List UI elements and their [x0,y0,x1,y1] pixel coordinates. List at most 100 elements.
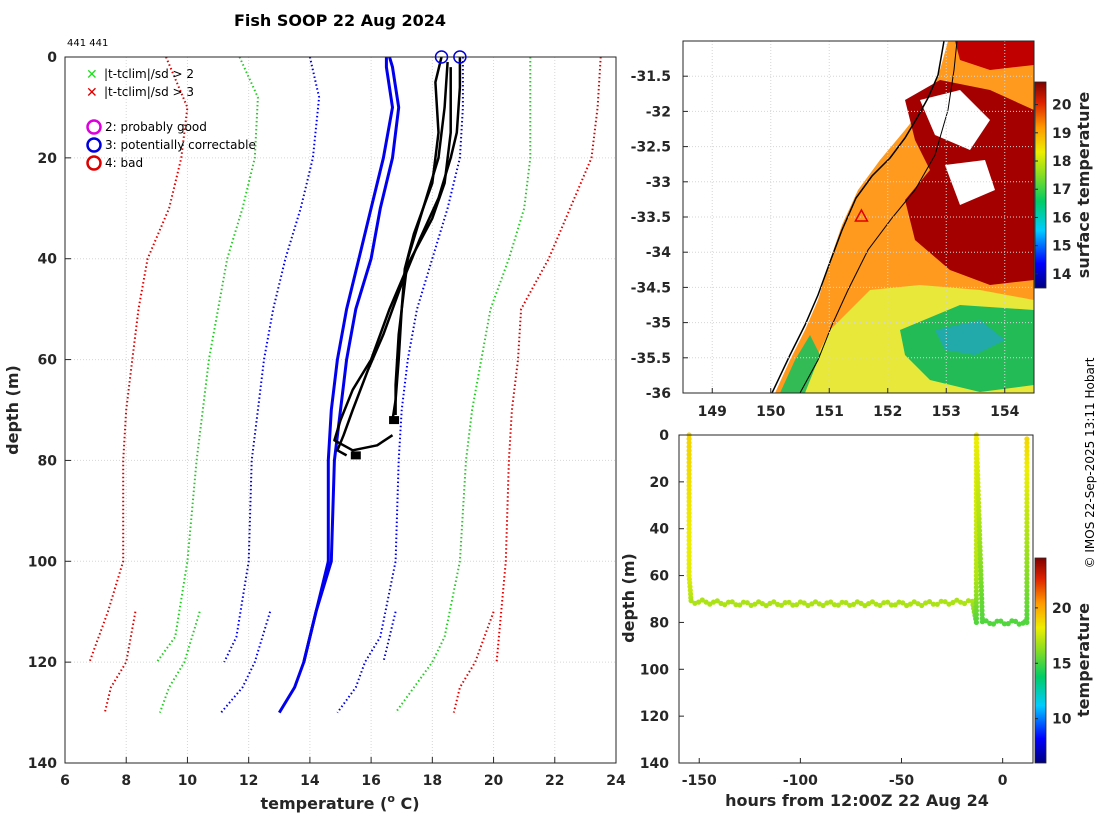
td-data-point [686,463,692,469]
td-data-point [976,500,982,506]
td-data-point [976,520,982,526]
td-data-point [686,526,692,532]
map-ytick-label: -32.5 [631,140,671,156]
td-data-point [1005,621,1011,627]
td-data-point [831,602,838,608]
td-data-point [790,602,796,608]
td-data-point [686,506,692,512]
td-data-point [737,602,743,608]
td-data-point [686,561,692,567]
td-data-point [1012,618,1019,625]
shelf-contour [799,41,958,393]
map-colorbar [1034,81,1047,289]
td-data-point [778,602,785,608]
profile-series [88,57,602,714]
td-data-point [801,600,807,606]
map-colorbar-tick-label: 16 [1052,210,1071,226]
map-ytick-label: -33 [646,175,671,191]
td-data-point [923,600,929,606]
profile-xtick-label: 20 [484,773,504,789]
td-data-point [973,436,980,442]
td-colorbar-tick-label: 20 [1052,601,1072,617]
profile-ticks: 6 8 10 12 14 16 18 20 22 24 0 20 40 60 80 100 120 140 [28,50,626,789]
td-data-point [998,618,1004,624]
legend-label-bad: 4: bad [105,156,143,170]
td-data-point [771,599,777,605]
td-data-point [973,615,980,622]
td-data-point [978,576,984,582]
map-ytick-label: -34.5 [631,280,671,296]
sst-cool-core [935,320,1005,355]
td-data-point [977,544,983,550]
td-data-point [974,440,980,446]
map-ytick-label: -36 [646,386,671,402]
td-data-point [1024,611,1030,618]
profile-xtick-label: 24 [606,773,626,789]
legend-label-probably-good: 2: probably good [105,120,207,134]
td-xtick-label: -50 [889,773,915,789]
td-ytick-label: 100 [640,662,669,678]
td-data-point [686,487,692,493]
map-xtick-label: 151 [815,404,844,420]
td-data-point [1024,536,1030,542]
td-data-point [839,599,845,605]
legend-circle-magenta-icon [86,119,102,135]
profile-series-line [452,611,495,713]
time-depth-xlabel: hours from 12:00Z 22 Aug 24 [725,791,989,810]
map-ytick-label: -35.5 [631,351,671,367]
legend-label-correctable: 3: potentially correctable [105,138,256,152]
profile-series-line [88,57,189,663]
td-data-point [1024,595,1030,602]
td-data-point [976,512,982,518]
td-data-point [686,565,692,571]
td-data-point [976,508,982,514]
td-data-point [1001,621,1008,627]
td-data-point [740,599,747,605]
td-data-point [686,475,692,481]
td-ytick-label: 0 [659,428,669,444]
td-data-point [686,545,692,551]
td-data-point [820,602,826,609]
td-data-point [978,564,984,570]
td-data-point [973,580,980,587]
profile-bottom-marker [389,416,400,425]
profile-series-line [223,57,321,663]
profile-xtick-label: 18 [423,773,442,789]
profile-series-line [336,57,462,457]
map-ytick-label: -31.5 [631,69,671,85]
td-data-point [974,444,980,450]
profile-series-line [495,57,602,663]
td-data-point [686,459,692,465]
td-data-point [686,537,692,544]
td-data-point [975,484,981,490]
td-data-point [973,561,980,567]
profile-series-line [382,611,397,663]
coastline [771,41,945,393]
credit-text: © IMOS 22-Sep-2025 13:11 Hobart [1083,357,1097,568]
td-data-point [688,591,694,597]
profile-series-line [103,611,137,713]
td-data-point [686,455,692,461]
td-data-point [978,591,985,598]
legend-label-sd2: |t-tclim|/sd > 2 [104,67,194,81]
td-data-point [977,552,983,558]
profile-series-line [391,57,443,421]
map-colorbar-tick-label: 20 [1052,98,1072,114]
profile-xtick-label: 22 [545,773,564,789]
td-data-point [1024,460,1030,466]
td-data-point [978,572,984,578]
time-depth-colorbar [1034,557,1047,764]
td-data-point [977,560,984,566]
td-colorbar-tick-label: 10 [1052,712,1072,728]
td-data-point [1024,524,1030,530]
map-ticks: 149 150 151 152 153 154 -31.5 -32 -32.5 -33 -33.5 -… [631,69,1020,420]
td-data-point [979,599,985,606]
td-data-point [1024,520,1030,526]
td-data-point [1024,488,1030,494]
td-data-point [686,522,692,528]
td-data-point [1024,496,1030,502]
time-depth-series [686,432,1030,627]
td-data-point [1024,472,1030,478]
sst-cloud-2 [945,160,995,205]
